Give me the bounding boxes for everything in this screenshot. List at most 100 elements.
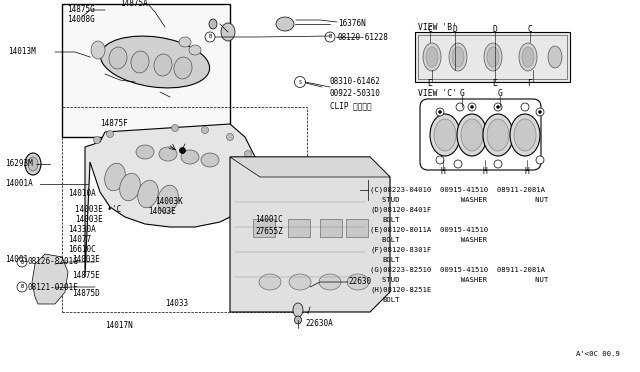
Text: BOLT: BOLT bbox=[382, 297, 399, 303]
Circle shape bbox=[436, 156, 444, 164]
Text: 14003K: 14003K bbox=[155, 198, 183, 206]
Text: 22630: 22630 bbox=[348, 278, 371, 286]
Text: (E)08120-8011A  00915-41510: (E)08120-8011A 00915-41510 bbox=[370, 227, 488, 233]
Bar bbox=[62, 107, 307, 312]
Ellipse shape bbox=[519, 43, 537, 71]
Text: C: C bbox=[428, 26, 433, 35]
Ellipse shape bbox=[120, 173, 140, 201]
Ellipse shape bbox=[221, 23, 235, 41]
Ellipse shape bbox=[276, 17, 294, 31]
Text: 08121-0201E: 08121-0201E bbox=[28, 282, 79, 292]
Ellipse shape bbox=[201, 153, 219, 167]
Circle shape bbox=[244, 199, 252, 205]
Ellipse shape bbox=[157, 185, 179, 213]
Circle shape bbox=[536, 156, 544, 164]
Ellipse shape bbox=[510, 114, 540, 156]
Text: E: E bbox=[493, 80, 497, 89]
Circle shape bbox=[454, 160, 462, 168]
Text: BOLT: BOLT bbox=[382, 217, 399, 223]
Text: 14001A: 14001A bbox=[5, 180, 33, 189]
Text: 00922-50310: 00922-50310 bbox=[330, 90, 381, 99]
Ellipse shape bbox=[548, 46, 562, 68]
Ellipse shape bbox=[259, 274, 281, 290]
Circle shape bbox=[294, 77, 305, 87]
Text: (D)08120-8401F: (D)08120-8401F bbox=[370, 207, 431, 213]
Text: 08126-8201G: 08126-8201G bbox=[28, 257, 79, 266]
Ellipse shape bbox=[154, 54, 172, 76]
Text: 14003E: 14003E bbox=[148, 208, 176, 217]
Ellipse shape bbox=[174, 57, 192, 79]
Ellipse shape bbox=[522, 47, 534, 67]
Text: (F)08120-8301F: (F)08120-8301F bbox=[370, 247, 431, 253]
Text: G: G bbox=[497, 90, 502, 99]
Text: H: H bbox=[525, 167, 529, 176]
Text: C: C bbox=[527, 26, 532, 35]
Ellipse shape bbox=[293, 303, 303, 317]
Text: 14001C: 14001C bbox=[255, 215, 283, 224]
Ellipse shape bbox=[319, 274, 341, 290]
Ellipse shape bbox=[487, 47, 499, 67]
Text: 16610C: 16610C bbox=[68, 246, 96, 254]
Text: H: H bbox=[440, 167, 445, 176]
Ellipse shape bbox=[189, 45, 201, 55]
Bar bbox=[418, 35, 567, 79]
Text: H: H bbox=[483, 167, 488, 176]
Circle shape bbox=[470, 106, 474, 109]
Ellipse shape bbox=[487, 119, 509, 151]
Text: G: G bbox=[460, 90, 465, 99]
Text: 14013M: 14013M bbox=[8, 48, 36, 57]
Text: 14003E: 14003E bbox=[75, 215, 103, 224]
Text: 16376N: 16376N bbox=[338, 19, 365, 29]
Circle shape bbox=[497, 106, 499, 109]
Circle shape bbox=[93, 137, 100, 144]
Text: (C)08223-04010  00915-41510  08911-2081A: (C)08223-04010 00915-41510 08911-2081A bbox=[370, 187, 545, 193]
Text: D: D bbox=[493, 26, 497, 35]
Polygon shape bbox=[230, 157, 390, 177]
Text: (H)08120-8251E: (H)08120-8251E bbox=[370, 287, 431, 293]
Text: VIEW 'C': VIEW 'C' bbox=[418, 90, 457, 99]
Circle shape bbox=[325, 32, 335, 42]
Text: STUD              WASHER           NUT: STUD WASHER NUT bbox=[382, 197, 548, 203]
Text: F: F bbox=[527, 80, 532, 89]
Text: B: B bbox=[328, 35, 332, 39]
Ellipse shape bbox=[138, 180, 158, 208]
Text: 08120-61228: 08120-61228 bbox=[338, 32, 389, 42]
Point bbox=[177, 147, 187, 153]
Text: BOLT              WASHER: BOLT WASHER bbox=[382, 237, 487, 243]
Polygon shape bbox=[85, 124, 260, 277]
Ellipse shape bbox=[159, 147, 177, 161]
Text: 14033: 14033 bbox=[165, 299, 188, 308]
Circle shape bbox=[205, 32, 215, 42]
Text: VIEW 'B': VIEW 'B' bbox=[418, 23, 457, 32]
Circle shape bbox=[106, 131, 113, 138]
Text: 14077: 14077 bbox=[68, 235, 91, 244]
Bar bbox=[288, 219, 310, 237]
Text: 14875E: 14875E bbox=[72, 270, 100, 279]
Ellipse shape bbox=[109, 47, 127, 69]
Text: BOLT: BOLT bbox=[382, 257, 399, 263]
Text: 08310-61462: 08310-61462 bbox=[330, 77, 381, 87]
Circle shape bbox=[438, 110, 442, 113]
Text: 14003E: 14003E bbox=[72, 256, 100, 264]
Text: 22630A: 22630A bbox=[305, 320, 333, 328]
Ellipse shape bbox=[430, 114, 460, 156]
Text: 14330A: 14330A bbox=[68, 225, 96, 234]
Circle shape bbox=[521, 103, 529, 111]
Polygon shape bbox=[230, 157, 390, 312]
Bar bbox=[346, 219, 368, 237]
Text: CLIP クリップ: CLIP クリップ bbox=[330, 102, 372, 110]
Ellipse shape bbox=[105, 163, 125, 191]
Ellipse shape bbox=[484, 43, 502, 71]
Ellipse shape bbox=[100, 36, 209, 88]
Circle shape bbox=[202, 126, 209, 134]
Text: B: B bbox=[209, 35, 212, 39]
Circle shape bbox=[232, 214, 239, 221]
Ellipse shape bbox=[514, 119, 536, 151]
Bar bbox=[415, 32, 570, 82]
Text: 14875D: 14875D bbox=[72, 289, 100, 298]
Bar bbox=[62, 4, 230, 137]
Text: S: S bbox=[299, 80, 301, 84]
Ellipse shape bbox=[136, 145, 154, 159]
Circle shape bbox=[538, 110, 541, 113]
Ellipse shape bbox=[426, 47, 438, 67]
